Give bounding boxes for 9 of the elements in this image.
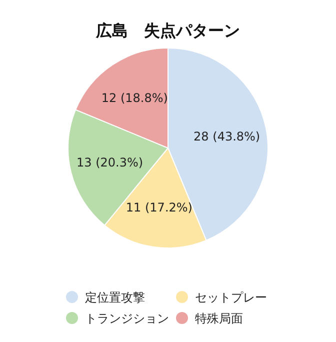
legend-label: 特殊局面 [195,312,243,326]
data-label: 28 (43.8%) [194,129,260,144]
legend-label: セットプレー [195,290,267,304]
legend-label: 定位置攻撃 [85,290,145,304]
data-label: 12 (18.8%) [101,91,168,106]
data-label: 11 (17.2%) [126,200,192,214]
data-label: 13 (20.3%) [76,156,144,170]
legend-label: トランジション [85,312,169,326]
chart-title: 広島 失点パターン [95,21,240,40]
